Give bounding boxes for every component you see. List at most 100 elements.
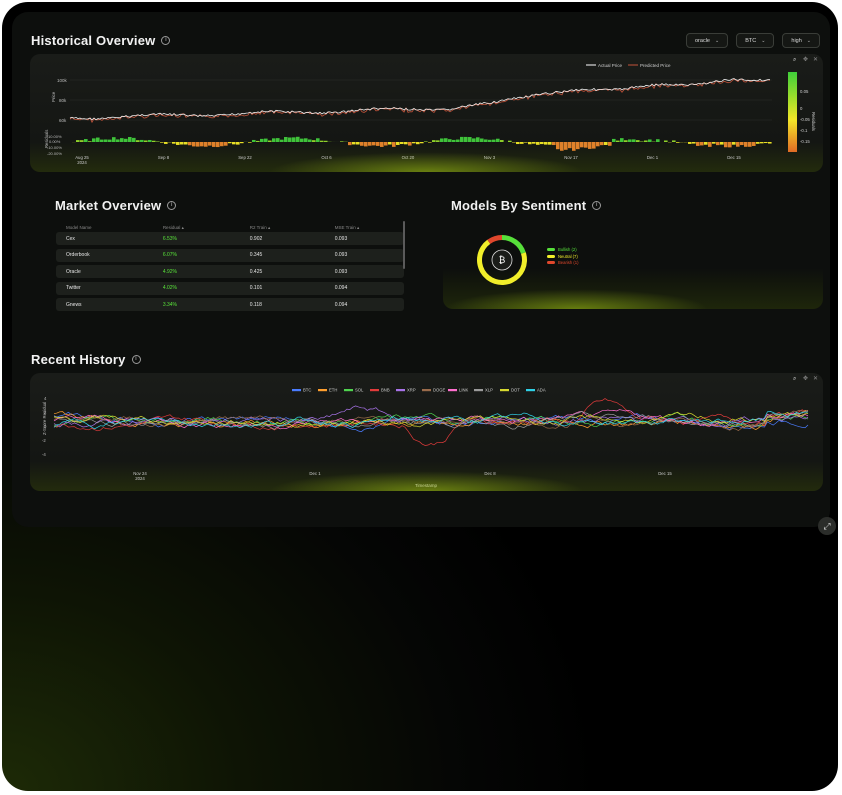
asset-select[interactable]: BTC ⌄ xyxy=(736,33,775,48)
info-icon[interactable]: i xyxy=(131,355,141,364)
info-icon[interactable]: i xyxy=(161,36,171,45)
donut-segment[interactable] xyxy=(487,235,502,244)
residual-bar xyxy=(636,140,640,142)
residual-bar xyxy=(740,142,744,146)
legend-item-bullish[interactable]: Bullish (2) xyxy=(547,247,578,252)
residual-bar xyxy=(308,139,312,142)
residual-bar xyxy=(544,142,548,145)
residual-cell: 4.02% xyxy=(162,285,177,291)
sentiment-legend: Bullish (2) Neutral (7) Bearish (1) xyxy=(547,247,578,267)
col-mse-train[interactable]: MSE Train ▴ xyxy=(334,224,360,230)
pan-icon[interactable]: ✥ xyxy=(803,375,808,382)
x-tick: Aug 25 xyxy=(75,155,89,160)
residual-bar xyxy=(288,137,292,142)
table-row[interactable]: Oracle 4.92% 0.425 0.093 xyxy=(56,265,404,278)
colorbar xyxy=(788,72,797,152)
donut-segments xyxy=(477,235,527,285)
table-row[interactable]: Cex 6.53% 0.902 0.093 xyxy=(56,232,404,245)
residual-bar xyxy=(304,138,308,142)
y-tick: 80k xyxy=(59,98,67,103)
donut-segment[interactable] xyxy=(502,235,526,254)
historical-title-text: Historical Overview xyxy=(31,33,156,48)
legend-label[interactable]: XRP xyxy=(407,388,416,393)
residual-bar xyxy=(128,137,132,142)
residual-bar xyxy=(572,142,576,151)
col-residual[interactable]: Residual ▴ xyxy=(162,224,184,230)
predicted-price-line xyxy=(69,78,771,124)
residual-axis-label: Residuals xyxy=(44,130,49,148)
expand-icon[interactable]: ⤢ xyxy=(818,517,836,535)
residual-bar xyxy=(516,142,520,145)
residual-bar xyxy=(104,139,108,142)
residual-bar xyxy=(632,139,636,142)
residual-bar xyxy=(248,142,252,143)
residual-bar xyxy=(648,139,652,142)
r2-cell: 0.345 xyxy=(249,252,263,258)
residual-bar xyxy=(172,142,176,144)
residual-bar xyxy=(368,142,372,146)
residual-bar xyxy=(148,139,152,142)
legend-item-bearish[interactable]: Bearish (1) xyxy=(547,260,578,265)
legend-label[interactable]: DOGE xyxy=(433,388,446,393)
zoom-icon[interactable]: ⌕ xyxy=(793,57,796,63)
table-row[interactable]: Twitter 4.02% 0.101 0.094 xyxy=(56,281,404,295)
legend-label[interactable]: DOT xyxy=(511,388,520,393)
legend-label[interactable]: XLP xyxy=(485,388,493,393)
residual-bar xyxy=(536,142,540,145)
recent-title-text: Recent History xyxy=(31,352,126,367)
sentiment-donut[interactable]: ₿ xyxy=(471,229,533,291)
x-tick: Nov 3 xyxy=(484,155,496,160)
zoom-icon[interactable]: ⌕ xyxy=(793,376,796,382)
table-scrollbar[interactable] xyxy=(403,221,405,269)
table-row[interactable]: Orderbook 6.07% 0.345 0.093 xyxy=(56,248,404,262)
legend-label[interactable]: ADA xyxy=(537,388,546,393)
residual-bar xyxy=(532,142,536,144)
legend-label[interactable]: BTC xyxy=(303,388,311,393)
chevron-down-icon: ⌄ xyxy=(806,37,811,44)
legend-label: Neutral (7) xyxy=(558,253,578,259)
x-tick: Dec 15 xyxy=(658,471,672,476)
residual-tick: -10.00% xyxy=(47,145,62,150)
legend-swatch xyxy=(448,389,457,392)
residual-bar xyxy=(164,142,168,144)
legend-label[interactable]: BNB xyxy=(381,388,390,393)
bitcoin-icon: ₿ xyxy=(499,255,506,265)
legend-label[interactable]: SOL xyxy=(355,388,364,393)
info-icon[interactable]: i xyxy=(167,201,177,210)
residual-bar xyxy=(380,142,384,147)
table-row[interactable]: Gnews 3.34% 0.118 0.094 xyxy=(56,298,404,311)
residual-bar xyxy=(220,142,224,147)
residual-bar xyxy=(460,136,464,142)
historical-chart[interactable]: ⌕ ✥ ✕ Actual Price Predicted Price Price… xyxy=(30,54,823,172)
legend-item-neutral[interactable]: Neutral (7) xyxy=(547,254,578,259)
residual-bar xyxy=(552,142,556,146)
risk-select[interactable]: high ⌄ xyxy=(782,33,820,48)
residual-bar xyxy=(496,138,500,142)
reset-icon[interactable]: ✕ xyxy=(813,57,818,63)
legend-swatch xyxy=(422,389,431,392)
residual-bar xyxy=(132,137,136,142)
residual-bar xyxy=(96,137,100,142)
col-r2-train[interactable]: R2 Train ▴ xyxy=(249,224,271,230)
residual-bar xyxy=(672,140,676,142)
residual-bar xyxy=(212,142,216,147)
residual-bar xyxy=(744,142,748,147)
info-icon[interactable]: i xyxy=(592,201,602,210)
col-model-name[interactable]: Model Name xyxy=(66,225,92,230)
residual-bar xyxy=(464,136,468,142)
legend-label[interactable]: ETH xyxy=(329,388,337,393)
residual-bar xyxy=(112,137,116,142)
mse-cell: 0.093 xyxy=(334,268,348,275)
legend-label[interactable]: LINK xyxy=(459,388,469,393)
residual-bar xyxy=(768,142,772,144)
model-select[interactable]: oracle ⌄ xyxy=(686,33,729,48)
pan-icon[interactable]: ✥ xyxy=(803,56,808,63)
historical-filters: oracle ⌄ BTC ⌄ high ⌄ xyxy=(686,33,820,48)
sentiment-title-text: Models By Sentiment xyxy=(451,198,587,213)
recent-chart[interactable]: ⌕ ✥ ✕ BTC ETH SOL BNB XRP DOGE LINK XLP DOT ADA Z… xyxy=(30,373,823,491)
residual-bar xyxy=(664,140,668,142)
residual-bar xyxy=(276,138,280,142)
residual-bar xyxy=(428,142,432,143)
reset-icon[interactable]: ✕ xyxy=(813,376,818,382)
residual-bar xyxy=(76,140,80,142)
